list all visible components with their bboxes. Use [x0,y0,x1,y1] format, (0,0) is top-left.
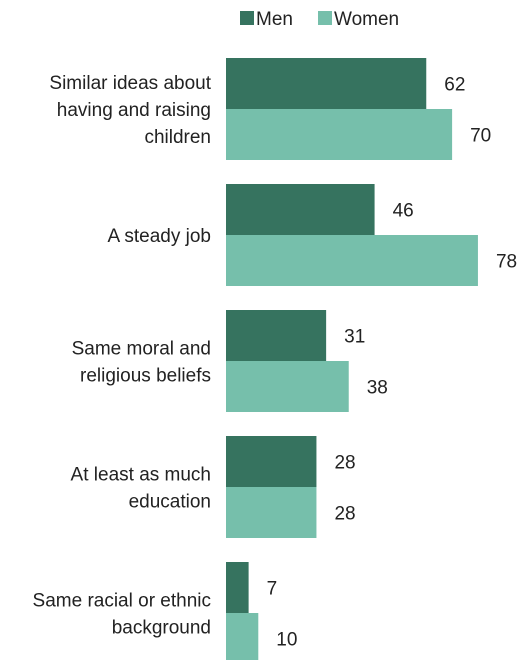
category-label-line: education [129,492,211,513]
category-label-line: children [144,127,211,148]
value-labels: 62 70 46 78 31 38 28 28 7 10 [267,75,517,651]
category-label-line: Same moral and [72,339,211,360]
value-label-men: 7 [267,579,278,600]
category-labels: Similar ideas about having and raising chi… [33,73,212,639]
category-label-line: A steady job [107,226,211,247]
value-label-women: 28 [334,504,355,525]
category-label: Similar ideas about having and raising chi… [49,73,211,148]
bar-women [226,235,478,286]
bar-men [226,58,427,109]
value-label-women: 70 [470,126,491,147]
category-label-line: At least as much [71,465,211,486]
category-label-line: having and raising [57,100,211,121]
value-label-men: 31 [344,327,365,348]
category-label: A steady job [107,226,211,247]
legend: Men Women [240,9,399,30]
bar-men [226,436,317,487]
value-label-women: 38 [367,378,388,399]
bar-women [226,487,317,538]
bar-men [226,184,375,235]
category-label-line: Same racial or ethnic [33,591,211,612]
category-label-line: background [112,618,211,639]
category-label: At least as much education [71,465,211,513]
legend-label-men: Men [256,9,293,30]
bar-men [226,310,327,361]
legend-swatch-men [240,11,254,25]
category-label: Same racial or ethnic background [33,591,211,639]
category-label-line: religious beliefs [80,366,211,387]
bar-men [226,562,249,613]
legend-swatch-women [318,11,332,25]
legend-label-women: Women [334,9,399,30]
bar-women [226,613,259,660]
category-label-line: Similar ideas about [49,73,211,94]
value-label-women: 10 [276,630,297,651]
bar-women [226,109,453,160]
bar-women [226,361,349,412]
bars [226,58,478,660]
value-label-men: 46 [393,201,414,222]
value-label-men: 28 [334,453,355,474]
value-label-men: 62 [444,75,465,96]
category-label: Same moral and religious beliefs [72,339,211,387]
value-label-women: 78 [496,252,517,273]
